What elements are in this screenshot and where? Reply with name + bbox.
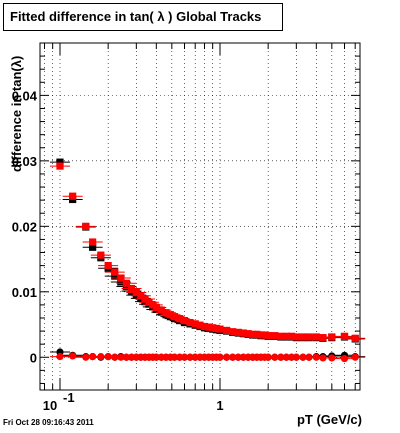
- data-point: [176, 315, 184, 323]
- data-point: [351, 334, 359, 342]
- y-tick-label: 0: [30, 350, 37, 365]
- data-point: [328, 333, 336, 341]
- data-point: [157, 306, 165, 314]
- data-point: [56, 162, 64, 170]
- data-point: [104, 353, 112, 361]
- data-point: [69, 192, 77, 200]
- data-point: [111, 268, 119, 276]
- data-point: [145, 298, 153, 306]
- data-point: [253, 330, 261, 338]
- plot-frame: [39, 42, 361, 391]
- data-point: [209, 324, 217, 332]
- x-tick-label: 10: [43, 398, 57, 413]
- data-point: [234, 328, 242, 336]
- data-point: [122, 279, 130, 287]
- axes: 0 0.01 0.02 0.03 0.04 10 -1 1: [12, 42, 360, 413]
- data-point: [180, 317, 189, 325]
- data-point: [141, 295, 149, 303]
- plot-area: [39, 42, 361, 391]
- series-3: [49, 352, 366, 363]
- data-point: [117, 274, 125, 282]
- x-tick-exponent: -1: [63, 390, 75, 405]
- y-axis-label: difference in tan(λ): [9, 55, 24, 172]
- data-point: [104, 262, 112, 270]
- data-point: [170, 313, 179, 321]
- data-point: [89, 238, 97, 246]
- data-point: [97, 251, 105, 259]
- data-series: [49, 158, 366, 363]
- data-point: [244, 330, 252, 338]
- data-point: [223, 326, 231, 335]
- data-point: [351, 353, 359, 361]
- data-point: [82, 222, 90, 230]
- data-point: [137, 292, 145, 300]
- data-point: [132, 288, 140, 297]
- timestamp: Fri Oct 28 09:16:43 2011: [3, 418, 94, 427]
- data-point: [82, 353, 90, 361]
- data-point: [229, 328, 237, 336]
- y-tick-label: 0.03: [12, 154, 37, 169]
- y-tick-label: 0.04: [12, 88, 38, 103]
- chart-title-box: Fitted difference in tan( λ ) Global Tra…: [3, 3, 283, 31]
- data-point: [196, 321, 204, 329]
- data-point: [319, 334, 327, 342]
- data-point: [56, 158, 64, 166]
- data-point: [312, 333, 320, 341]
- x-axis-label: pT (GeV/c): [296, 412, 362, 427]
- data-point: [312, 353, 320, 361]
- data-point: [216, 325, 224, 333]
- chart-title: Fitted difference in tan( λ ) Global Tra…: [10, 9, 262, 24]
- data-point: [191, 320, 199, 328]
- data-point: [340, 354, 349, 363]
- data-point: [186, 318, 194, 327]
- data-point: [205, 323, 213, 331]
- data-point: [271, 332, 279, 340]
- data-point: [287, 332, 296, 340]
- y-tick-label: 0.01: [12, 285, 37, 300]
- data-point: [111, 272, 119, 280]
- x-tick-label: 1: [216, 398, 223, 413]
- data-point: [127, 284, 136, 293]
- data-point: [117, 278, 125, 286]
- data-point: [152, 303, 160, 312]
- series-1: [49, 162, 366, 342]
- data-point: [340, 332, 349, 340]
- data-point: [200, 322, 209, 331]
- data-point: [162, 309, 170, 317]
- data-point: [89, 243, 97, 251]
- data-point: [166, 311, 175, 319]
- data-point: [69, 352, 77, 360]
- data-point: [328, 354, 336, 362]
- y-tick-label: 0.02: [12, 219, 37, 234]
- data-point: [239, 329, 247, 337]
- data-point: [56, 353, 64, 361]
